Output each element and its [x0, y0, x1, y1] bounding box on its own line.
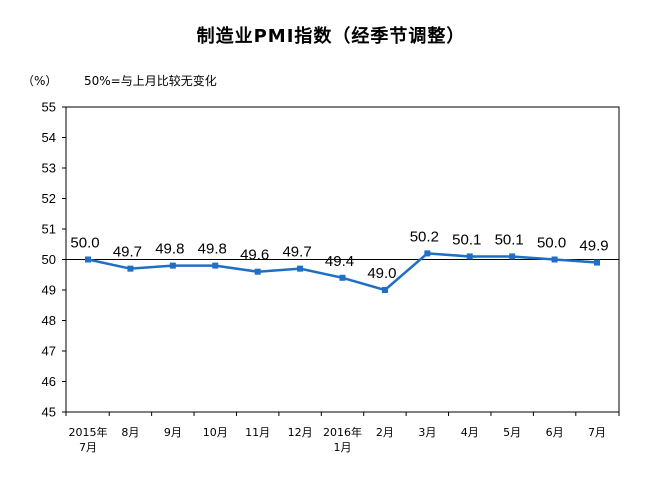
x-tick-label: 8月: [121, 426, 139, 439]
data-point-marker: [212, 262, 219, 269]
data-label: 50.2: [410, 228, 439, 245]
y-tick-label: 51: [42, 222, 56, 237]
x-tick-label: 9月: [164, 426, 182, 439]
data-point-marker: [254, 268, 261, 275]
x-tick-label: 4月: [461, 426, 479, 439]
y-axis-unit: （%）: [22, 74, 58, 88]
x-tick-label: 2月: [376, 426, 394, 439]
x-tick-label: 11月: [245, 426, 270, 439]
data-point-marker: [381, 287, 388, 293]
x-tick-label: 3月: [418, 426, 436, 439]
x-tick-label: 2016年: [323, 425, 362, 439]
data-label: 49.7: [113, 244, 142, 261]
data-point-marker: [551, 256, 558, 263]
data-point-marker: [466, 253, 473, 260]
data-label: 49.8: [198, 241, 227, 258]
x-tick-label: 2015年: [69, 425, 108, 439]
chart-title: 制造业PMI指数（经季节调整）: [196, 26, 466, 47]
data-point-marker: [594, 259, 600, 266]
chart-annotation: 50%=与上月比较无变化: [84, 74, 217, 88]
y-tick-label: 52: [42, 191, 56, 206]
x-tick-label: 6月: [546, 426, 564, 439]
data-point-marker: [339, 274, 346, 281]
y-tick-label: 48: [42, 313, 56, 328]
data-label: 49.8: [155, 241, 184, 258]
data-label: 49.6: [240, 247, 269, 264]
x-tick-label: 7月: [588, 426, 606, 439]
y-tick-label: 54: [42, 130, 56, 145]
y-tick-label: 49: [42, 283, 56, 298]
data-label: 49.4: [325, 253, 354, 270]
data-label: 50.0: [70, 235, 99, 252]
x-tick-label: 7月: [79, 441, 97, 454]
data-label: 49.0: [367, 265, 396, 282]
data-label: 50.0: [537, 235, 566, 252]
x-tick-label: 12月: [288, 426, 313, 439]
data-point-marker: [424, 250, 431, 257]
y-tick-label: 45: [42, 405, 56, 420]
data-point-marker: [169, 262, 176, 269]
data-point-marker: [127, 265, 134, 272]
y-tick-label: 50: [42, 252, 56, 267]
data-point-marker: [509, 253, 516, 260]
y-tick-label: 47: [42, 344, 56, 359]
y-tick-label: 46: [42, 374, 56, 389]
x-tick-label: 5月: [503, 426, 521, 439]
x-tick-label: 1月: [334, 441, 352, 454]
data-label: 50.1: [495, 231, 524, 248]
y-tick-label: 53: [42, 161, 56, 176]
data-label: 49.7: [282, 244, 311, 261]
y-tick-label: 55: [42, 100, 56, 115]
x-tick-label: 10月: [203, 426, 228, 439]
data-label: 49.9: [579, 238, 608, 255]
data-label: 50.1: [452, 231, 481, 248]
data-point-marker: [297, 265, 304, 272]
data-point-marker: [85, 256, 91, 263]
